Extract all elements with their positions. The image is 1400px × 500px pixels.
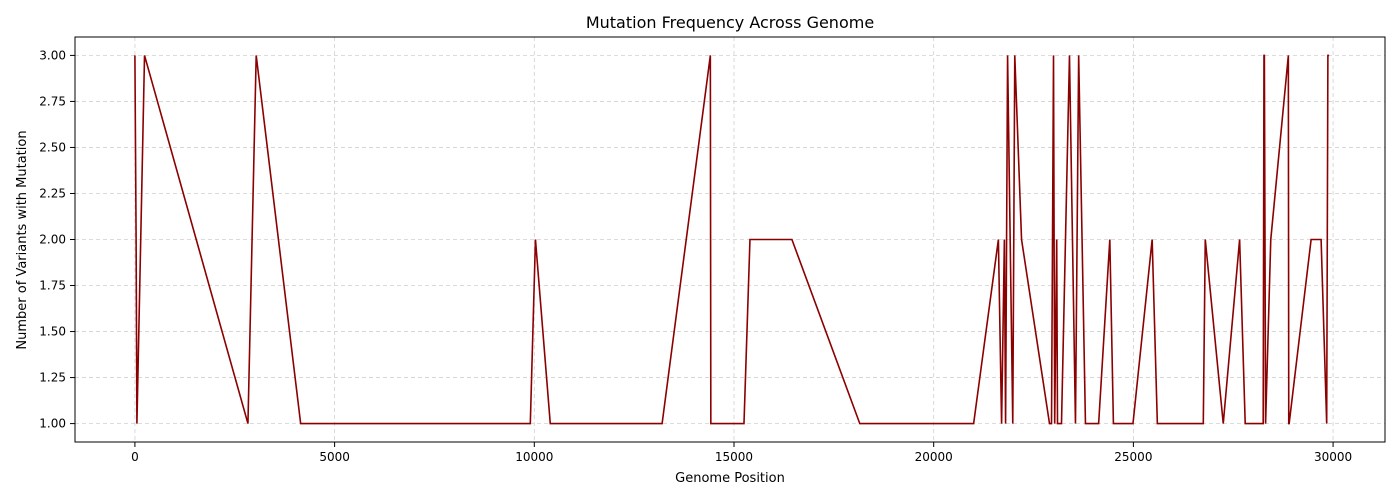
- y-tick-label: 1.25: [39, 371, 66, 385]
- x-tick-label: 25000: [1114, 450, 1152, 464]
- y-tick-label: 1.50: [39, 325, 66, 339]
- x-tick-label: 20000: [915, 450, 953, 464]
- x-axis: 0 5000 10000 15000 20000 25000 30000: [131, 442, 1352, 464]
- y-axis-label: Number of Variants with Mutation: [15, 130, 30, 349]
- y-tick-label: 2.25: [39, 186, 66, 200]
- y-tick-label: 2.75: [39, 94, 66, 108]
- y-axis: 1.00 1.25 1.50 1.75 2.00 2.25 2.50 2.75 3.00: [39, 48, 75, 431]
- x-tick-label: 5000: [319, 450, 350, 464]
- x-tick-label: 0: [131, 450, 139, 464]
- series-line: [134, 54, 1330, 425]
- x-tick-label: 15000: [715, 450, 753, 464]
- y-tick-label: 3.00: [39, 48, 66, 62]
- y-tick-label: 1.75: [39, 279, 66, 293]
- y-tick-label: 2.50: [39, 140, 66, 154]
- x-axis-label: Genome Position: [675, 471, 785, 486]
- series-layer: [134, 54, 1330, 425]
- y-tick-label: 1.00: [39, 417, 66, 431]
- y-tick-label: 2.00: [39, 233, 66, 247]
- grid-lines: [75, 37, 1385, 442]
- x-tick-label: 10000: [515, 450, 553, 464]
- x-tick-label: 30000: [1314, 450, 1352, 464]
- chart-title: Mutation Frequency Across Genome: [586, 13, 874, 32]
